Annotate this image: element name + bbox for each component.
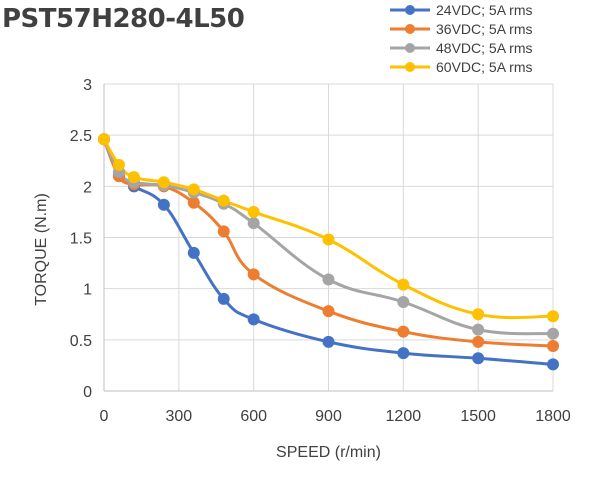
y-tick-label: 2 bbox=[83, 179, 92, 196]
data-point bbox=[247, 205, 260, 218]
data-point bbox=[112, 158, 125, 171]
legend-entry: 24VDC; 5A rms bbox=[436, 2, 532, 18]
x-tick-label: 1800 bbox=[535, 408, 571, 425]
data-point bbox=[472, 323, 485, 336]
chart-title: PST57H280-4L50 bbox=[2, 4, 245, 34]
x-tick-label: 1500 bbox=[460, 408, 496, 425]
y-tick-label: 1 bbox=[83, 282, 92, 299]
data-point bbox=[397, 325, 410, 338]
data-point bbox=[217, 225, 230, 238]
data-point bbox=[322, 305, 335, 318]
data-point bbox=[547, 358, 559, 371]
legend-entry: 60VDC; 5A rms bbox=[436, 59, 532, 75]
data-point bbox=[547, 339, 559, 352]
data-point bbox=[322, 335, 335, 348]
y-tick-labels: 0 0.5 1 1.5 2 2.5 3 bbox=[70, 77, 92, 401]
y-tick-label: 0 bbox=[83, 384, 92, 401]
x-tick-label: 0 bbox=[100, 408, 109, 425]
x-tick-label: 900 bbox=[315, 408, 342, 425]
y-tick-label: 1.5 bbox=[70, 231, 92, 248]
data-point bbox=[157, 176, 170, 189]
data-point bbox=[472, 352, 485, 365]
data-point bbox=[187, 183, 200, 196]
data-point bbox=[247, 268, 260, 281]
x-tick-label: 300 bbox=[165, 408, 192, 425]
x-tick-label: 1200 bbox=[386, 408, 422, 425]
legend-swatch-marker bbox=[405, 5, 415, 15]
data-point bbox=[322, 233, 335, 246]
data-point bbox=[187, 196, 200, 209]
data-point bbox=[157, 198, 170, 211]
data-point bbox=[397, 295, 410, 308]
y-tick-label: 2.5 bbox=[70, 128, 92, 145]
x-tick-label: 600 bbox=[240, 408, 267, 425]
data-point bbox=[472, 308, 485, 321]
data-point bbox=[247, 217, 260, 230]
data-point bbox=[397, 347, 410, 360]
x-tick-labels: 0 300 600 900 1200 1500 1800 bbox=[100, 408, 571, 425]
data-point bbox=[547, 327, 559, 340]
legend-entry: 36VDC; 5A rms bbox=[436, 21, 532, 37]
y-axis-label: TORQUE (N.m) bbox=[33, 193, 50, 306]
legend-swatch-marker bbox=[405, 24, 415, 34]
legend: 24VDC; 5A rms 36VDC; 5A rms 48VDC; 5A rms 6… bbox=[390, 2, 532, 75]
data-point bbox=[217, 194, 230, 207]
data-point bbox=[397, 278, 410, 291]
data-point bbox=[187, 246, 200, 259]
x-axis-label: SPEED (r/min) bbox=[276, 444, 381, 461]
data-point bbox=[247, 313, 260, 326]
legend-swatch-marker bbox=[405, 62, 415, 72]
data-point bbox=[547, 310, 559, 323]
y-tick-label: 3 bbox=[83, 77, 92, 94]
series-points bbox=[98, 133, 559, 371]
legend-entry: 48VDC; 5A rms bbox=[436, 40, 532, 56]
data-point bbox=[98, 133, 110, 146]
data-point bbox=[127, 171, 140, 184]
legend-swatch-marker bbox=[405, 43, 415, 53]
data-point bbox=[472, 335, 485, 348]
data-point bbox=[217, 292, 230, 305]
y-tick-label: 0.5 bbox=[70, 333, 92, 350]
data-point bbox=[322, 273, 335, 286]
